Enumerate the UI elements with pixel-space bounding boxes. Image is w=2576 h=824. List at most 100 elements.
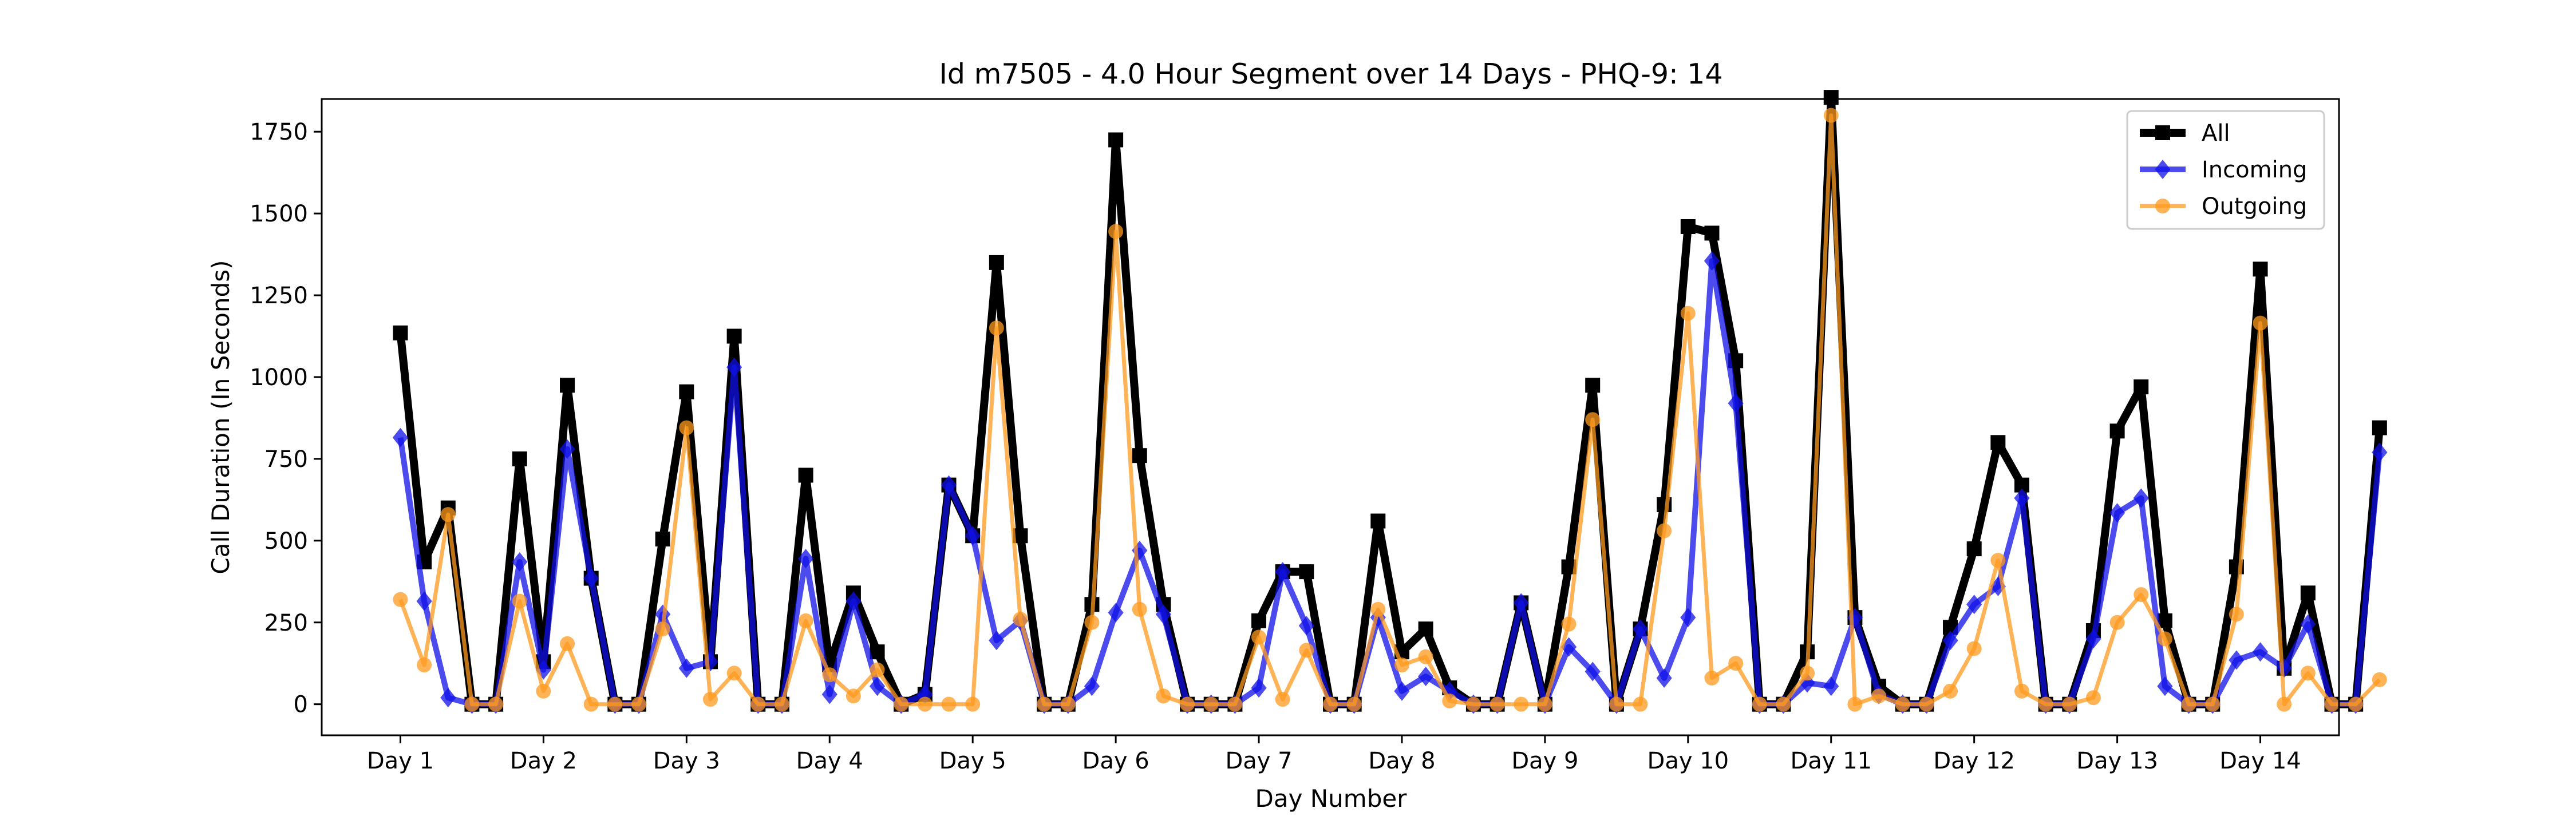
data-point <box>678 658 694 678</box>
data-point <box>679 384 694 399</box>
data-point <box>1442 693 1457 708</box>
data-point <box>1513 593 1529 613</box>
data-point <box>512 593 527 609</box>
y-tick-label: 250 <box>264 610 308 636</box>
data-point <box>1108 132 1124 148</box>
data-point <box>1561 616 1577 632</box>
data-point <box>2155 199 2170 213</box>
data-point <box>2134 587 2149 603</box>
data-point <box>989 255 1004 270</box>
data-point <box>965 696 981 712</box>
data-point <box>846 591 862 611</box>
plot-frame <box>321 98 2340 736</box>
data-point <box>2085 690 2101 706</box>
data-point <box>1823 90 1839 105</box>
data-point <box>2205 696 2221 712</box>
x-tick-label: Day 10 <box>1647 748 1729 774</box>
data-point <box>2014 683 2029 699</box>
legend-box <box>2126 110 2325 230</box>
data-point <box>1680 219 1696 234</box>
data-point <box>2038 696 2053 712</box>
data-point <box>2133 488 2149 508</box>
y-tick-label: 1500 <box>250 201 308 227</box>
x-axis-label: Day Number <box>1255 785 1407 813</box>
data-point <box>440 688 456 708</box>
data-point <box>1370 513 1386 529</box>
data-point <box>1847 696 1863 712</box>
legend-label: All <box>2202 120 2230 146</box>
data-point <box>798 468 813 483</box>
data-point <box>1490 696 1505 712</box>
data-point <box>2109 615 2125 630</box>
data-point <box>2300 665 2316 681</box>
data-point <box>2277 696 2292 712</box>
data-point <box>2109 423 2125 439</box>
data-point <box>1990 553 2006 568</box>
data-point <box>1108 603 1124 623</box>
y-tick-label: 1750 <box>250 119 308 145</box>
data-point <box>583 696 599 712</box>
series-layer <box>392 90 2388 714</box>
data-point <box>797 549 814 569</box>
data-point <box>1037 696 1052 712</box>
data-point <box>1728 393 1744 413</box>
x-tick-label: Day 11 <box>1790 748 1872 774</box>
data-point <box>1704 225 1720 241</box>
data-point <box>870 644 885 660</box>
x-tick-label: Day 12 <box>1933 748 2015 774</box>
data-point <box>2372 420 2387 435</box>
data-point <box>1132 540 1148 560</box>
data-point <box>1084 676 1100 696</box>
data-point <box>1966 641 1982 656</box>
data-point <box>393 592 408 607</box>
data-point <box>1633 696 1648 712</box>
y-tick-label: 1250 <box>250 283 308 309</box>
data-point <box>1346 696 1362 712</box>
x-tick-label: Day 5 <box>939 748 1006 774</box>
data-point <box>2134 379 2149 395</box>
data-point <box>416 591 432 611</box>
data-point <box>846 688 861 704</box>
data-point <box>512 451 527 466</box>
data-point <box>1060 696 1076 712</box>
data-point <box>1156 688 1171 704</box>
data-point <box>2181 696 2196 712</box>
data-point <box>1227 696 1243 712</box>
data-point <box>1680 608 1696 628</box>
data-point <box>1657 523 1672 538</box>
x-tick-label: Day 1 <box>367 748 434 774</box>
data-point <box>655 531 670 546</box>
data-point <box>1823 676 1839 696</box>
data-point <box>512 552 528 572</box>
x-tick-label: Day 2 <box>510 748 577 774</box>
data-point <box>2300 614 2316 634</box>
data-point <box>1465 696 1481 712</box>
data-point <box>1680 306 1696 321</box>
data-point <box>2324 696 2340 712</box>
y-tick-label: 750 <box>264 446 308 473</box>
data-point <box>1704 251 1720 271</box>
data-point <box>1752 696 1767 712</box>
data-point <box>488 696 504 712</box>
data-point <box>393 325 408 340</box>
data-point <box>1585 412 1601 427</box>
data-point <box>2300 585 2316 601</box>
data-point <box>1275 692 1290 707</box>
data-point <box>1418 621 1433 637</box>
data-point <box>536 683 551 699</box>
data-point <box>726 328 742 344</box>
data-point <box>1942 631 1958 651</box>
data-point <box>1585 661 1601 682</box>
data-point <box>560 636 575 651</box>
y-axis-label: Call Duration (In Seconds) <box>207 260 235 574</box>
x-tick-label: Day 7 <box>1225 748 1292 774</box>
axis-ticks: 0 250 500 750 1000 1250 1500 1750 Day 1 Day 2 Day … <box>250 119 2301 774</box>
y-tick-label: 0 <box>294 692 308 718</box>
data-point <box>1823 108 1839 123</box>
data-point <box>2155 125 2170 140</box>
data-point <box>798 613 813 628</box>
data-point <box>821 684 837 704</box>
x-tick-label: Day 8 <box>1368 748 1435 774</box>
data-point <box>2348 696 2364 712</box>
